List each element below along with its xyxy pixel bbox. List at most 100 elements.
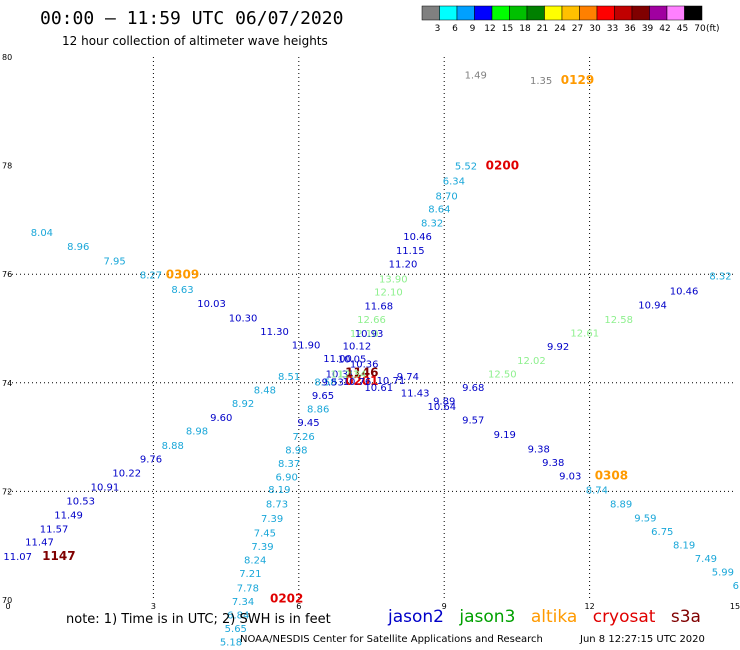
wave-height-label: 8.63 [171,285,193,296]
x-tick-label: 12 [585,602,595,611]
wave-height-label: 10.30 [229,313,258,324]
wave-height-label: 10.76 [343,377,372,388]
legend-swatch [596,5,615,21]
page-subtitle: 12 hour collection of altimeter wave hei… [62,34,328,48]
wave-height-label: 11.21 [331,369,360,380]
legend-label: 9 [470,24,476,34]
legend-label: 33 [607,24,618,34]
legend-label: 36 [624,24,636,34]
wave-height-label: 8.04 [31,228,53,239]
x-tick-label: 0 [5,602,10,611]
wave-height-label: 11.07 [3,552,32,563]
legend-swatch [544,5,563,21]
satellite-cryosat: cryosat [592,607,656,627]
wave-height-label: 12.50 [488,369,517,380]
wave-height-label: 7.95 [103,256,125,267]
y-tick-label: 80 [2,53,12,62]
wave-height-label: 8.51 [278,372,300,383]
wave-height-label: 12.10 [374,287,403,298]
legend-label: 18 [519,24,531,34]
generated-timestamp: Jun 8 12:27:15 UTC 2020 [580,634,705,645]
wave-height-label: 8.64 [428,204,450,215]
wave-height-label: 10.71 [377,376,406,387]
x-tick-label: 15 [730,602,740,611]
wave-height-label: 9.03 [559,471,581,482]
x-tick-label: 9 [442,602,447,611]
wave-height-label: 9.38 [528,444,550,455]
legend-unit: (ft) [706,24,720,34]
wave-height-label: 10.12 [343,342,372,353]
wave-height-label: 7.21 [239,569,261,580]
wave-height-label: 8.27 [140,271,162,282]
wave-height-label: 10.36 [350,360,379,371]
wave-height-label: 8.70 [435,191,457,202]
legend-swatch [456,5,475,21]
wave-height-label: 8.92 [232,399,254,410]
wave-height-label: 8.74 [586,486,608,497]
pass-time-label: 1147 [42,549,75,563]
legend-swatch [631,5,650,21]
legend-label: 70 [694,24,706,34]
wave-height-label: 5.18 [220,638,242,649]
wave-height-label: 11.00 [323,354,352,365]
wave-height-label: 7.39 [251,542,273,553]
satellite-legend: jason2 jason3 altika cryosat s3a [388,607,711,627]
pass-time-label: 0309 [166,268,199,282]
wave-height-label: 12.34 [338,369,367,380]
wave-height-label: 10.31 [326,369,355,380]
wave-height-label: 10.46 [670,286,699,297]
wave-height-label: 12.58 [604,315,633,326]
wave-height-label: 10.46 [403,232,432,243]
chart-grid [8,57,735,600]
wave-height-label: 10.05 [338,355,367,366]
y-tick-label: 70 [2,596,12,605]
wave-height-label: 9.60 [210,413,232,424]
wave-height-label: 8.88 [162,441,184,452]
wave-height-label: 10.03 [197,299,226,310]
legend-label: 27 [572,24,583,34]
wave-height-label: 8.19 [268,485,290,496]
wave-height-label: 8.86 [307,405,329,416]
wave-height-label: 8.89 [610,500,632,511]
wave-height-label: 10.93 [355,329,384,340]
wave-height-label: 11.57 [40,525,69,536]
legend-label: 39 [642,24,654,34]
legend-swatch [474,5,493,21]
pass-time-label: 1146 [345,365,378,379]
legend-swatch [509,5,528,21]
legend-label: 30 [589,24,601,34]
page-title: 00:00 — 11:59 UTC 06/07/2020 [40,8,344,29]
wave-height-label: 10.61 [364,383,393,394]
wave-height-label: 9.38 [542,458,564,469]
wave-height-label: 10.91 [91,482,120,493]
wave-height-label: 6.84 [227,610,249,621]
wave-height-label: 8.19 [673,540,695,551]
wave-height-label: 11.30 [260,327,289,338]
legend-swatch [561,5,580,21]
wave-height-label: 9.65 [312,391,334,402]
legend-label: 15 [502,24,513,34]
legend-label: 6 [452,24,458,34]
y-tick-label: 74 [2,379,12,388]
legend-swatch [421,5,440,21]
wave-height-label: 8.24 [244,556,266,567]
wave-height-label: 7.45 [254,528,276,539]
wave-height-label: 13.90 [379,274,408,285]
wave-height-label: 5.65 [225,624,247,635]
legend-label: 45 [677,24,688,34]
wave-height-label: 11.68 [364,301,393,312]
wave-height-label: 6.34 [443,177,465,188]
pass-time-label: 0308 [595,468,628,482]
wave-height-label: 8.48 [254,386,276,397]
legend-swatch [614,5,633,21]
wave-height-label: 9.45 [297,418,319,429]
legend-label: 12 [484,24,495,34]
wave-height-label: 8.73 [266,500,288,511]
wave-height-label: 6. [733,581,740,592]
wave-height-label: 12.61 [570,329,599,340]
wave-height-label: 10.94 [638,300,667,311]
credit-line: NOAA/NESDIS Center for Satellite Applica… [240,634,543,645]
wave-height-label: 12.66 [357,315,386,326]
wave-height-label: 9.53 [322,378,344,389]
